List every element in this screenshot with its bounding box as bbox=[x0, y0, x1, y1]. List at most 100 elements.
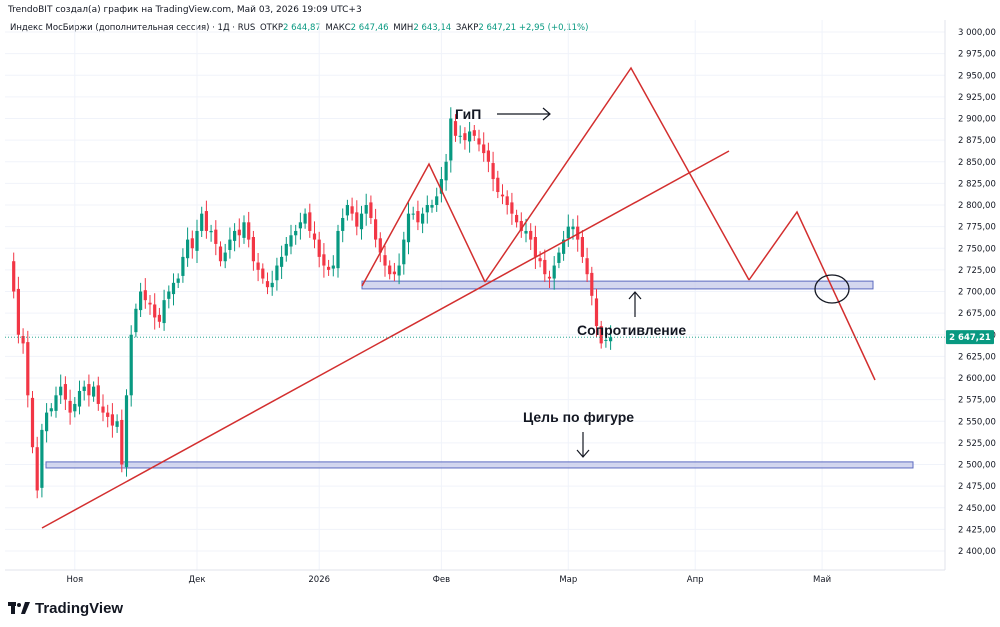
candle-body bbox=[284, 243, 288, 256]
candle bbox=[298, 212, 302, 240]
candle bbox=[547, 270, 552, 289]
candle bbox=[317, 231, 321, 268]
candle bbox=[308, 203, 312, 238]
candle-body bbox=[421, 213, 425, 224]
hs-label: ГиП bbox=[455, 106, 481, 122]
chart-credit: TrendoBIT создал(а) график на TradingVie… bbox=[8, 5, 362, 15]
candle bbox=[247, 211, 251, 248]
candle bbox=[585, 247, 589, 282]
candle-body bbox=[463, 133, 467, 141]
price-tick-label: 2 600,00 bbox=[958, 374, 996, 384]
candle-body bbox=[359, 213, 364, 230]
candle-body bbox=[115, 421, 119, 427]
candle bbox=[176, 273, 180, 289]
candle-body bbox=[547, 276, 552, 279]
candle bbox=[374, 208, 378, 248]
candle-body bbox=[209, 230, 213, 233]
candle bbox=[115, 414, 119, 433]
candle-body bbox=[171, 282, 176, 295]
candle bbox=[204, 200, 208, 239]
candle bbox=[416, 200, 420, 231]
close-label: ЗАКР bbox=[455, 23, 479, 33]
candle-body bbox=[181, 256, 185, 276]
candle-body bbox=[383, 255, 387, 266]
price-axis[interactable]: 2 400,00 2 425,00 2 450,00 2 475,00 2 500,00… bbox=[958, 28, 996, 557]
price-chart[interactable]: 2 400,00 2 425,00 2 450,00 2 475,00 2 500,00… bbox=[0, 0, 1000, 595]
candle bbox=[30, 390, 35, 454]
candle-body bbox=[425, 205, 429, 213]
candle-body bbox=[402, 239, 406, 265]
price-tick-label: 2 725,00 bbox=[958, 266, 996, 276]
candle-body bbox=[92, 386, 96, 397]
candle bbox=[157, 307, 161, 328]
candle bbox=[134, 303, 138, 338]
candle bbox=[275, 257, 279, 291]
candle-body bbox=[40, 429, 44, 488]
time-tick-label: Май bbox=[813, 575, 831, 585]
candle-body bbox=[529, 230, 533, 240]
time-axis[interactable]: Ноя Дек 2026 Фев Мар Апр Май bbox=[66, 575, 831, 585]
candle-body bbox=[265, 281, 270, 288]
candle-body bbox=[200, 213, 204, 231]
candle-body bbox=[228, 239, 232, 250]
candle bbox=[181, 248, 185, 283]
head-lines bbox=[484, 66, 750, 283]
candle bbox=[500, 184, 505, 205]
candle-body bbox=[139, 291, 143, 311]
candle-body bbox=[317, 239, 321, 257]
candle bbox=[562, 230, 566, 261]
candle bbox=[214, 220, 218, 256]
ohlc-legend: Индекс МосБиржи (дополнительная сессия) … bbox=[10, 23, 588, 33]
candle bbox=[101, 394, 105, 422]
candle-body bbox=[134, 308, 138, 333]
time-tick-label: Апр bbox=[687, 575, 704, 585]
last-price-label: 2 647,21 bbox=[949, 333, 991, 343]
candle bbox=[289, 224, 293, 255]
footer: TradingView bbox=[8, 598, 123, 618]
candle bbox=[580, 230, 584, 263]
candle-body bbox=[120, 419, 124, 465]
candle-body bbox=[524, 230, 528, 234]
price-tick-label: 2 450,00 bbox=[958, 504, 996, 514]
candle bbox=[491, 151, 495, 192]
candle-body bbox=[538, 258, 542, 262]
candle bbox=[449, 107, 453, 173]
candle bbox=[392, 262, 396, 282]
price-tick-label: 2 850,00 bbox=[958, 158, 996, 168]
candle-body bbox=[336, 230, 340, 269]
grid-lines bbox=[5, 20, 945, 570]
candle bbox=[92, 381, 96, 402]
candle-body bbox=[411, 213, 415, 215]
candle-body bbox=[345, 205, 349, 216]
candle-body bbox=[355, 212, 359, 227]
candle-body bbox=[599, 326, 603, 344]
tradingview-logo-icon bbox=[8, 602, 30, 614]
candle bbox=[233, 223, 237, 252]
candle bbox=[599, 320, 603, 349]
candle-body bbox=[566, 226, 570, 239]
candle bbox=[265, 272, 270, 295]
candle-body bbox=[275, 265, 279, 281]
candle bbox=[388, 260, 392, 280]
price-tick-label: 2 575,00 bbox=[958, 396, 996, 406]
candle bbox=[439, 166, 443, 203]
symbol-title[interactable]: Индекс МосБиржи (дополнительная сессия) … bbox=[10, 23, 256, 33]
footer-brand[interactable]: TradingView bbox=[35, 599, 124, 617]
candle bbox=[463, 127, 467, 150]
candle bbox=[378, 232, 382, 263]
candle bbox=[280, 245, 284, 279]
candle-body bbox=[439, 179, 443, 194]
candle bbox=[397, 253, 401, 285]
candle-body bbox=[458, 135, 462, 137]
open-label: ОТКР bbox=[259, 23, 283, 33]
candle-body bbox=[96, 385, 100, 404]
candle bbox=[594, 288, 599, 338]
candle-body bbox=[590, 272, 594, 296]
candle-body bbox=[270, 282, 274, 288]
candle-body bbox=[308, 212, 312, 231]
time-tick-label: Ноя bbox=[66, 575, 83, 585]
candle bbox=[496, 170, 500, 199]
candle bbox=[195, 219, 199, 263]
candle bbox=[529, 223, 533, 250]
candle bbox=[223, 243, 227, 269]
